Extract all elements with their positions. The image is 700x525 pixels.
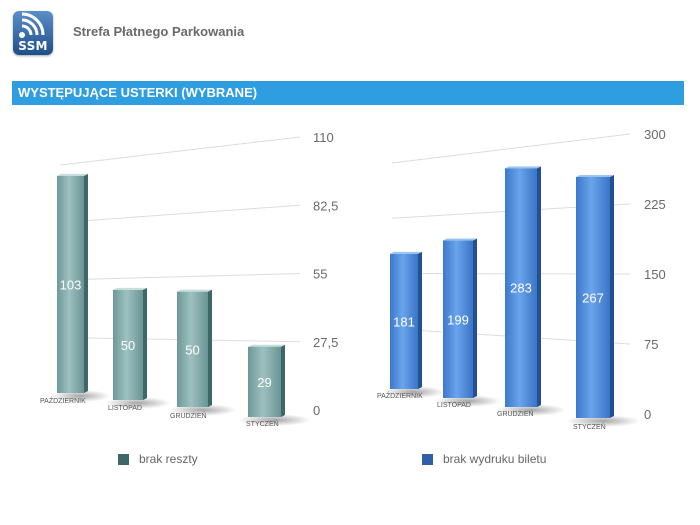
legend-swatch-left bbox=[118, 453, 129, 465]
bar-value-label: 267 bbox=[582, 290, 604, 305]
y-tick-label: 82,5 bbox=[313, 198, 338, 213]
chart-brak-reszty: 0 27,5 55 82,5 110 103 PAŹDZIERNIK 50 LISTOPAD 50… bbox=[40, 130, 338, 428]
app-title: Strefa Płatnego Parkowania bbox=[73, 24, 245, 39]
gridline bbox=[59, 136, 301, 166]
bar-value-label: 50 bbox=[121, 338, 135, 353]
y-tick-label: 55 bbox=[313, 267, 327, 282]
y-tick-label: 110 bbox=[313, 130, 334, 145]
legend-left: brak reszty bbox=[118, 452, 198, 466]
bar-value-label: 50 bbox=[185, 342, 199, 357]
legend-right: brak wydruku biletu bbox=[422, 452, 546, 466]
y-tick-label: 75 bbox=[644, 337, 658, 352]
bar-side bbox=[208, 289, 212, 407]
gridline bbox=[59, 273, 301, 281]
gridline bbox=[59, 204, 301, 223]
bar bbox=[443, 240, 473, 398]
bar bbox=[390, 253, 418, 389]
category-label: PAŹDZIERNIK bbox=[40, 396, 86, 405]
y-tick-label: 27,5 bbox=[313, 335, 338, 350]
category-label: LISTOPAD bbox=[437, 402, 471, 409]
bar-side bbox=[418, 251, 422, 389]
y-tick-label: 300 bbox=[644, 127, 666, 142]
bar-top bbox=[505, 166, 541, 169]
bar-side bbox=[473, 238, 477, 398]
category-label: GRUDZIEŃ bbox=[497, 409, 534, 418]
bar-top bbox=[113, 287, 147, 290]
bar-value-label: 29 bbox=[257, 375, 271, 390]
bar-side bbox=[84, 173, 88, 393]
logo-text: SSM bbox=[18, 39, 48, 53]
bar bbox=[248, 346, 281, 417]
category-label: STYCZEŃ bbox=[573, 422, 606, 431]
wifi-signal-icon bbox=[19, 12, 45, 38]
category-label: PAŹDZIERNIK bbox=[377, 391, 423, 400]
legend-label-left: brak reszty bbox=[139, 452, 198, 466]
bar bbox=[57, 175, 84, 393]
bar bbox=[177, 291, 208, 407]
bar-side bbox=[610, 174, 614, 418]
y-tick-label: 225 bbox=[644, 197, 666, 212]
y-tick-label: 0 bbox=[313, 403, 320, 418]
bar bbox=[505, 168, 537, 407]
bar bbox=[576, 176, 610, 418]
bar-top bbox=[390, 251, 422, 254]
gridline bbox=[391, 133, 631, 164]
bar-side bbox=[143, 287, 147, 400]
bar-side bbox=[281, 344, 285, 417]
bar-top bbox=[248, 344, 285, 347]
bar-side bbox=[537, 166, 541, 407]
section-banner: WYSTĘPUJĄCE USTERKI (WYBRANE) bbox=[12, 81, 684, 105]
bar-top bbox=[57, 173, 88, 176]
category-label: LISTOPAD bbox=[108, 405, 142, 412]
bar-value-label: 103 bbox=[60, 277, 82, 292]
bar-value-label: 199 bbox=[447, 312, 469, 327]
ssm-logo: SSM bbox=[13, 11, 53, 55]
bar-top bbox=[443, 238, 477, 241]
bar-top bbox=[576, 174, 614, 177]
legend-label-right: brak wydruku biletu bbox=[443, 452, 547, 466]
legend-swatch-right bbox=[422, 453, 433, 465]
bar-value-label: 283 bbox=[510, 281, 532, 296]
bar-value-label: 181 bbox=[393, 314, 415, 329]
category-label: STYCZEŃ bbox=[246, 419, 279, 428]
bar-top bbox=[177, 289, 212, 292]
y-tick-label: 0 bbox=[644, 407, 651, 422]
chart-brak-wydruku-biletu: 0 75 150 225 300 181 PAŹDZIERNIK 199 LISTOPAD 283… bbox=[377, 127, 666, 431]
y-tick-label: 150 bbox=[644, 267, 666, 282]
bar bbox=[113, 289, 143, 400]
category-label: GRUDZIEŃ bbox=[170, 411, 207, 420]
